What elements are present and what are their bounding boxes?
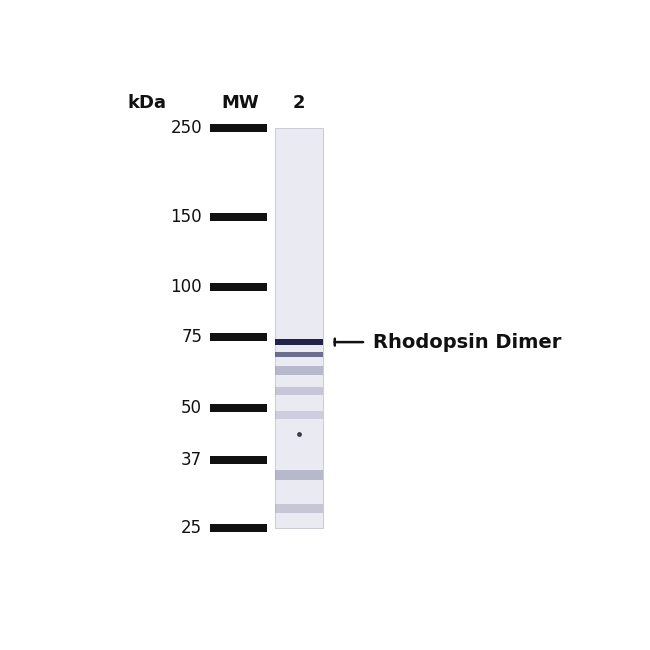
Bar bbox=[275, 366, 323, 375]
Text: 25: 25 bbox=[181, 519, 202, 538]
Text: 75: 75 bbox=[181, 328, 202, 346]
Text: 100: 100 bbox=[170, 278, 202, 296]
Bar bbox=[210, 283, 266, 291]
Text: 2: 2 bbox=[293, 94, 306, 112]
Text: 250: 250 bbox=[170, 119, 202, 137]
Bar bbox=[210, 124, 266, 132]
Bar bbox=[275, 504, 323, 514]
Bar bbox=[275, 470, 323, 480]
Bar bbox=[210, 213, 266, 221]
Bar bbox=[275, 411, 323, 419]
Text: 37: 37 bbox=[181, 451, 202, 469]
Bar bbox=[210, 404, 266, 412]
Text: MW: MW bbox=[221, 94, 259, 112]
Bar bbox=[275, 352, 323, 357]
Bar bbox=[275, 339, 323, 345]
Bar bbox=[210, 333, 266, 341]
Bar bbox=[210, 456, 266, 464]
Bar bbox=[275, 128, 323, 528]
Text: 50: 50 bbox=[181, 399, 202, 417]
Bar bbox=[275, 387, 323, 395]
Text: Rhodopsin Dimer: Rhodopsin Dimer bbox=[373, 333, 562, 352]
Bar bbox=[210, 525, 266, 532]
Text: kDa: kDa bbox=[127, 94, 166, 112]
Text: 150: 150 bbox=[170, 208, 202, 226]
